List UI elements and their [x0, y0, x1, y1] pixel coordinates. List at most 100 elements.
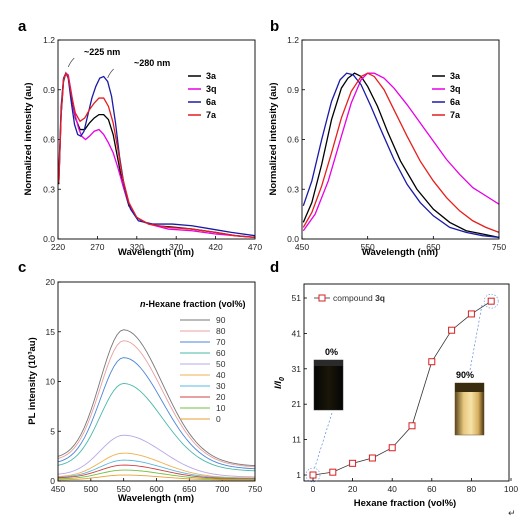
ylabel-sub: 0 [279, 377, 286, 381]
panel-d-xtick-label: 40 [387, 484, 397, 494]
panel-b-axes: 450 550 650 750 0.0 0.3 0.6 0.9 1.2 [287, 35, 506, 252]
series-line-3q [302, 72, 500, 232]
panel-a-xtick-label: 370 [169, 242, 183, 252]
panel-c-ytick-label: 0 [50, 476, 55, 486]
legend-label-60: 60 [216, 348, 226, 358]
panel-b-xtick-label: 750 [492, 242, 506, 252]
data-point [428, 358, 436, 366]
legend-label-6a: 6a [206, 97, 217, 107]
series-line-70 [57, 357, 256, 470]
panel-b-plot [302, 72, 500, 238]
panel-a-ytick-label: 0.0 [43, 234, 55, 244]
panel-b: b 450 550 650 750 0.0 0.3 0.6 0.9 1.2 Wavelength… [268, 18, 506, 258]
panel-c-xtick-label: 700 [215, 484, 229, 494]
panel-d-insets: 0% 90% [313, 304, 485, 471]
highlight-circle [483, 293, 499, 309]
panel-b-frame [301, 39, 500, 240]
panel-b-ytick-label: 0.0 [287, 234, 299, 244]
annotation-280: ~280 nm [134, 58, 170, 68]
series-line-3q [58, 72, 256, 238]
inset-arrow-0 [313, 412, 333, 471]
data-point [329, 468, 337, 476]
annotation-arrow [67, 57, 75, 68]
panel-a-frame [57, 39, 256, 240]
series-line-7a [302, 72, 500, 233]
panel-a-ytick-label: 1.2 [43, 35, 55, 45]
legend-label-0: 0 [216, 414, 221, 424]
panel-a-plot [58, 71, 256, 238]
panel-a-ytick-label: 0.9 [43, 85, 55, 95]
panel-b-ytick-label: 1.2 [287, 35, 299, 45]
series-line-0 [57, 474, 255, 481]
panel-a-xtick-label: 270 [90, 242, 104, 252]
legend-swatch-marker [318, 294, 326, 302]
panel-a-xtick-label: 470 [248, 242, 262, 252]
data-point [368, 454, 376, 462]
panel-b-ytick-label: 0.3 [287, 184, 299, 194]
legend-label-70: 70 [216, 337, 226, 347]
panel-a-xlabel: Wavelength (nm) [118, 247, 194, 258]
legend-label-40: 40 [216, 370, 226, 380]
panel-c-legend-title: n-Hexane fraction (vol%) [140, 299, 246, 309]
legend-prefix: compound [333, 293, 375, 303]
panel-b-xlabel: Wavelength (nm) [362, 247, 438, 258]
panel-c-xtick-label: 750 [248, 484, 262, 494]
panel-d-ytick-label: 11 [292, 435, 301, 445]
series-line-7a [58, 71, 256, 238]
panel-d-ytick-label: 21 [292, 399, 302, 409]
panel-b-xtick-label: 550 [361, 242, 375, 252]
panel-d-ylabel: I/I0 [273, 377, 286, 389]
panel-d-ytick-label: 31 [292, 364, 302, 374]
annotation-arrows [67, 57, 114, 79]
panel-c-ytick-label: 5 [50, 426, 55, 436]
series-line-80 [57, 340, 256, 468]
legend-title-italic: n [140, 299, 146, 309]
series-line-3a [58, 71, 256, 238]
panel-c-xlabel: Wavelength (nm) [118, 493, 194, 504]
panel-c-ytick-label: 20 [46, 277, 56, 287]
panel-a-axes: 220 270 320 370 420 470 0.0 0.3 0.6 0.9 1.2 [43, 35, 262, 252]
highlight-circle [305, 467, 321, 483]
panel-a-ylabel: Normalized intensity (au) [23, 83, 34, 196]
ylabel-main: I/I [273, 381, 284, 389]
legend-label-3a: 3a [206, 71, 217, 81]
panel-c-xtick-label: 550 [117, 484, 131, 494]
panel-d-letter: d [270, 259, 279, 276]
legend-label-7a: 7a [450, 110, 461, 120]
panel-a-ytick-label: 0.3 [43, 184, 55, 194]
panel-d-xtick-label: 60 [427, 484, 437, 494]
series-line-20 [57, 464, 256, 480]
panel-a: a 220 270 320 370 420 470 0.0 0.3 0.6 0.9 1.2 ~225… [18, 18, 262, 258]
panel-c-plot [57, 329, 256, 481]
panel-d-legend: compound 3q [314, 293, 385, 303]
legend-label-7a: 7a [206, 110, 217, 120]
panel-a-xtick-label: 220 [51, 242, 65, 252]
panel-a-xtick-label: 320 [130, 242, 144, 252]
series-line-3q [312, 300, 492, 476]
series-line-10 [57, 469, 256, 480]
panel-d-xtick-label: 0 [311, 484, 316, 494]
panel-d-ytick-label: 41 [292, 328, 302, 338]
panel-d-plot [305, 293, 499, 483]
data-point [408, 422, 416, 430]
return-mark: ↵ [508, 509, 516, 519]
legend-label-10: 10 [216, 403, 226, 413]
panel-d-xlabel: Hexane fraction (vol%) [354, 498, 456, 509]
legend-label-3q: compound 3q [333, 293, 385, 303]
panel-a-legend: 3a 3q 6a 7a [188, 71, 217, 120]
legend-label-30: 30 [216, 381, 226, 391]
legend-label-3q: 3q [206, 84, 217, 94]
panel-c-ytick-label: 10 [46, 377, 56, 387]
inset-label-90: 90% [456, 370, 474, 380]
legend-label-80: 80 [216, 326, 226, 336]
data-point [349, 459, 357, 467]
annotation-arrow [107, 68, 114, 79]
panel-b-ylabel: Normalized intensity (au) [268, 83, 279, 196]
vial-dark-cap [314, 360, 343, 366]
panel-c-xtick-label: 500 [84, 484, 98, 494]
series-line-30 [57, 459, 256, 479]
panel-d-ytick-label: 1 [296, 470, 301, 480]
